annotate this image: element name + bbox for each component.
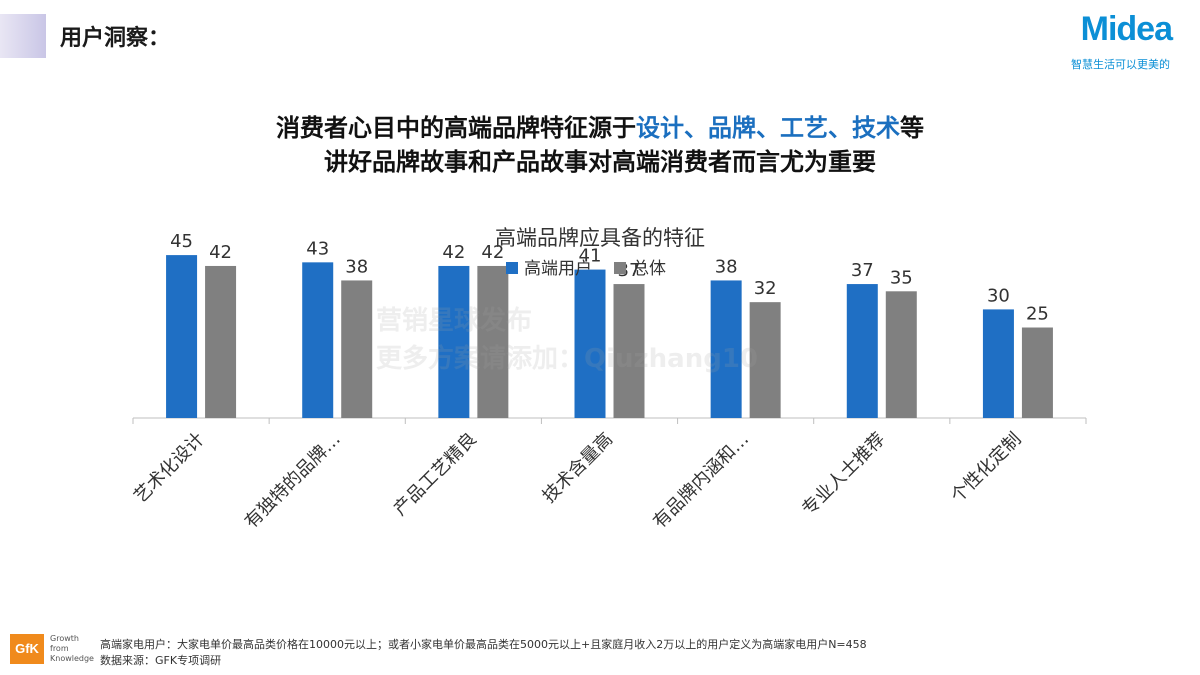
gfk-tagline: Growth from Knowledge	[50, 634, 94, 663]
data-label: 43	[306, 238, 329, 259]
bar-high-end	[302, 262, 334, 418]
data-label: 42	[209, 242, 232, 263]
gfk-logo-mark: GfK	[10, 634, 44, 664]
headline-line-2: 讲好品牌故事和产品故事对高端消费者而言尤为重要	[324, 148, 876, 176]
bar-high-end	[438, 265, 470, 418]
bar-overall	[613, 284, 645, 418]
data-label: 42	[442, 242, 465, 263]
midea-logo: Midea 智慧生活可以更美的	[1042, 10, 1173, 72]
bar-overall	[205, 265, 237, 418]
chart-title: 高端品牌应具备的特征	[495, 226, 705, 250]
section-title: 用户洞察：	[60, 26, 171, 51]
x-tick-label: 有品牌内涵和…	[649, 429, 753, 533]
data-label: 41	[579, 246, 602, 267]
data-label: 42	[481, 242, 504, 263]
data-label: 30	[987, 285, 1010, 306]
x-tick-label: 艺术化设计	[130, 429, 208, 507]
legend-label: 总体	[632, 259, 666, 279]
x-tick-label: 专业人士推荐	[798, 429, 889, 520]
legend-label: 高端用户	[524, 259, 592, 279]
bar-high-end	[574, 269, 606, 418]
bar-high-end	[710, 280, 742, 418]
bar-high-end	[166, 255, 198, 418]
footer-source: 数据来源：GFK专项调研	[100, 654, 222, 667]
gfk-logo: GfK Growth from Knowledge	[10, 634, 94, 670]
data-label: 37	[851, 260, 874, 281]
bar-high-end	[982, 309, 1014, 418]
bar-overall	[885, 291, 917, 418]
data-label: 38	[715, 256, 738, 277]
bar-overall	[341, 280, 373, 418]
data-label: 25	[1026, 304, 1049, 325]
footer-note: 高端家电用户：大家电单价最高品类价格在10000元以上；或者小家电单价最高品类在…	[100, 637, 867, 669]
headline-text-after: 等	[900, 114, 924, 142]
x-tick-label: 有独特的品牌…	[241, 429, 345, 533]
data-label: 32	[754, 278, 777, 299]
legend-swatch-high-end	[506, 262, 518, 274]
data-label: 45	[170, 231, 193, 252]
bar-overall	[1021, 327, 1053, 418]
footer-definition: 高端家电用户：大家电单价最高品类价格在10000元以上；或者小家电单价最高品类在…	[100, 638, 867, 651]
logo-slogan: 智慧生活可以更美的	[1071, 58, 1170, 71]
data-label: 35	[890, 267, 913, 288]
bar-high-end	[846, 284, 878, 418]
section-accent-bar	[0, 14, 46, 58]
bar-overall	[749, 302, 781, 418]
headline-text-before: 消费者心目中的高端品牌特征源于	[276, 114, 636, 142]
headline-highlight: 设计、品牌、工艺、技术	[636, 114, 900, 142]
logo-wordmark: Midea	[1080, 10, 1173, 48]
x-tick-label: 个性化定制	[947, 429, 1025, 507]
bar-overall	[477, 265, 509, 418]
data-label: 38	[345, 256, 368, 277]
x-tick-label: 技术含量高	[539, 429, 617, 507]
headline-line-1: 消费者心目中的高端品牌特征源于设计、品牌、工艺、技术等	[0, 108, 1200, 143]
legend-swatch-overall	[614, 262, 626, 274]
x-tick-label: 产品工艺精良	[390, 429, 481, 520]
